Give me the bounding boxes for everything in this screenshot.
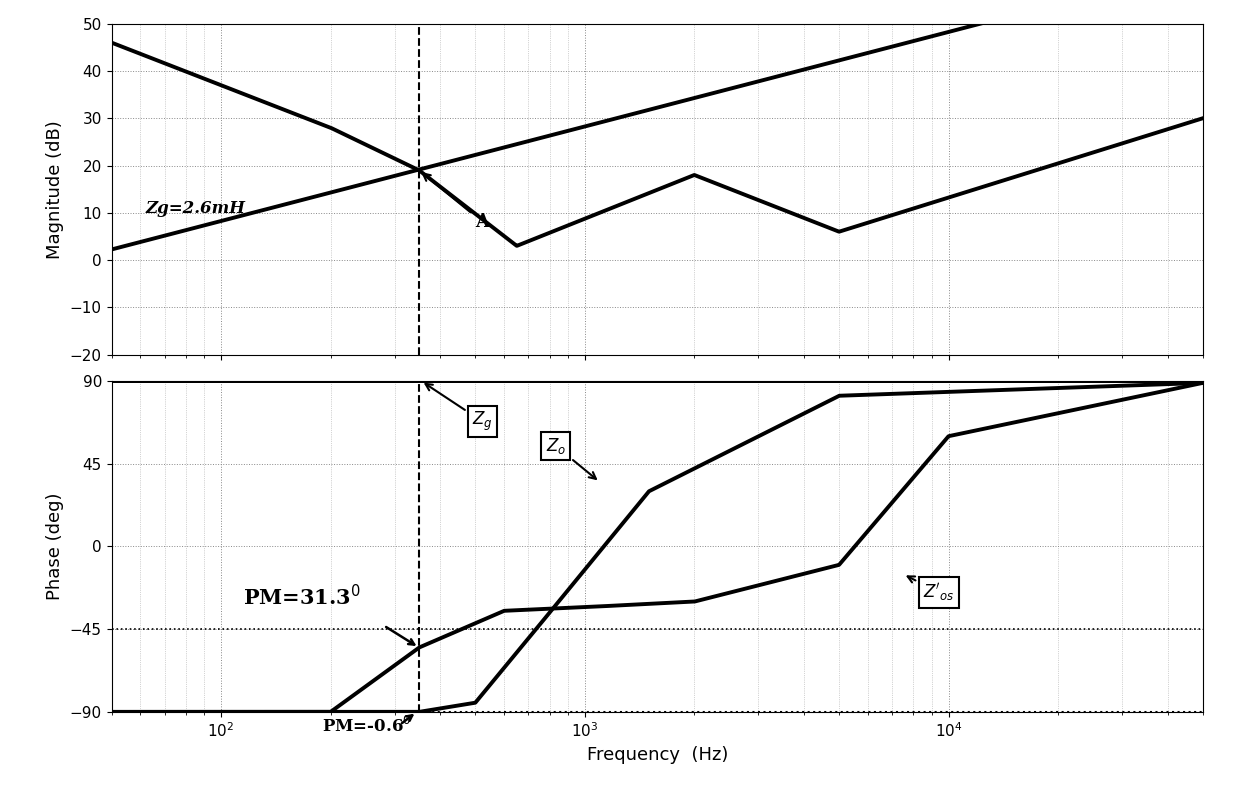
Text: Zg=2.6mH: Zg=2.6mH	[145, 200, 246, 217]
Y-axis label: Phase (deg): Phase (deg)	[46, 493, 64, 600]
Text: $Z_g$: $Z_g$	[425, 384, 492, 433]
Text: A: A	[423, 173, 490, 231]
X-axis label: Frequency  (Hz): Frequency (Hz)	[587, 746, 728, 764]
Text: $Z_o$: $Z_o$	[546, 436, 596, 479]
Text: PM=31.3$^0$: PM=31.3$^0$	[243, 584, 361, 609]
Y-axis label: Magnitude (dB): Magnitude (dB)	[46, 119, 64, 259]
Text: PM=-0.6$^0$: PM=-0.6$^0$	[322, 716, 412, 736]
Text: $Z'_{os}$: $Z'_{os}$	[908, 577, 955, 604]
